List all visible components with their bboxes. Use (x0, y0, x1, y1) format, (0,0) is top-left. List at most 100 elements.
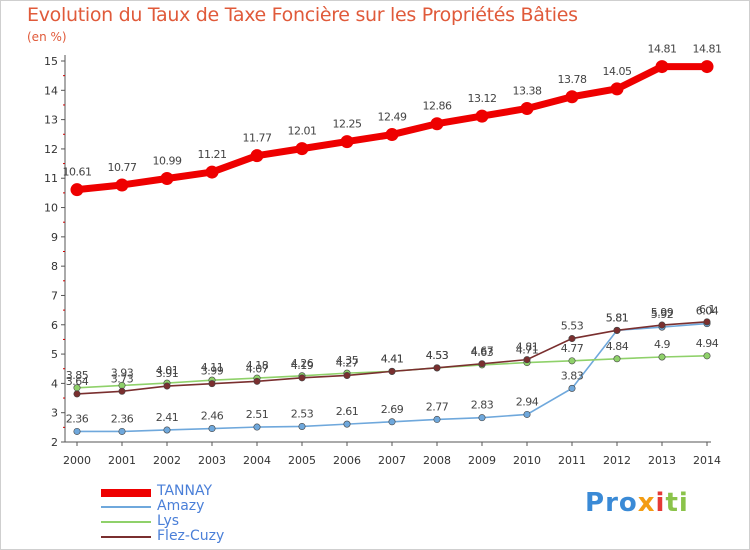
data-label-lys: 4.53 (426, 349, 449, 362)
data-label-amazy: 5.92 (651, 308, 674, 321)
x-tick-label: 2001 (108, 454, 136, 467)
legend-label: Amazy (157, 498, 205, 514)
data-point-flez-cuzy (523, 356, 531, 364)
data-label-tannay: 12.25 (333, 118, 362, 131)
data-label-lys: 4.94 (696, 337, 719, 350)
legend-label: Lys (157, 513, 180, 529)
data-label-tannay: 11.77 (243, 132, 272, 145)
data-label-lys: 4.11 (201, 361, 224, 374)
data-point-flez-cuzy (433, 364, 441, 372)
data-point-tannay (610, 82, 624, 96)
data-label-flez-cuzy: 4.41 (381, 352, 404, 365)
data-label-amazy: 5.81 (606, 311, 629, 324)
y-tick-label: 13 (44, 114, 58, 127)
data-label-tannay: 11.21 (198, 148, 227, 161)
y-tick-label: 11 (44, 172, 58, 185)
y-tick-label: 9 (51, 231, 58, 244)
x-tick-label: 2007 (378, 454, 406, 467)
data-label-tannay: 13.78 (558, 73, 587, 86)
data-point-flez-cuzy (73, 390, 81, 398)
data-label-lys: 4.26 (291, 357, 314, 370)
y-tick-label: 3 (51, 407, 58, 420)
data-label-flez-cuzy: 4.53 (426, 349, 449, 362)
y-tick-label: 4 (51, 377, 58, 390)
data-label-amazy: 2.51 (246, 408, 269, 421)
data-label-tannay: 14.81 (693, 43, 722, 56)
data-label-flez-cuzy: 4.19 (291, 359, 314, 372)
data-point-tannay (700, 60, 714, 74)
y-tick-label: 15 (44, 55, 58, 68)
data-point-amazy (388, 418, 396, 426)
data-point-flez-cuzy (208, 380, 216, 388)
x-tick-label: 2011 (558, 454, 586, 467)
x-tick-label: 2010 (513, 454, 541, 467)
data-point-flez-cuzy (163, 382, 171, 390)
data-label-tannay: 10.99 (153, 155, 182, 168)
data-label-tannay: 12.01 (288, 125, 317, 138)
data-point-tannay (385, 128, 399, 142)
data-point-amazy (298, 422, 306, 430)
data-label-amazy: 2.53 (291, 407, 314, 420)
data-point-flez-cuzy (568, 335, 576, 343)
data-label-amazy: 2.61 (336, 405, 359, 418)
chart-title: Evolution du Taux de Taxe Foncière sur l… (27, 4, 578, 26)
data-label-amazy: 2.36 (111, 412, 134, 425)
data-label-flez-cuzy: 4.81 (516, 341, 539, 354)
data-label-amazy: 2.41 (156, 411, 179, 424)
data-label-amazy: 3.83 (561, 369, 584, 382)
legend-swatch (101, 489, 151, 497)
data-point-tannay (160, 172, 174, 186)
legend-item-amazy: Amazy (101, 498, 301, 514)
data-point-tannay (115, 178, 129, 192)
data-label-lys: 4.18 (246, 359, 269, 372)
data-point-tannay (520, 101, 534, 115)
data-label-lys: 4.77 (561, 342, 584, 355)
x-tick-label: 2008 (423, 454, 451, 467)
data-point-amazy (163, 426, 171, 434)
data-point-amazy (253, 423, 261, 431)
data-label-amazy: 2.83 (471, 399, 494, 412)
data-point-flez-cuzy (118, 387, 126, 395)
data-label-lys: 4.01 (156, 364, 179, 377)
data-label-lys: 3.93 (111, 366, 134, 379)
data-label-flez-cuzy: 3.99 (201, 365, 224, 378)
data-label-tannay: 14.05 (603, 65, 632, 78)
data-point-flez-cuzy (658, 321, 666, 329)
data-label-amazy: 2.94 (516, 395, 539, 408)
data-point-lys (703, 352, 711, 360)
data-label-lys: 4.35 (336, 354, 359, 367)
data-point-amazy (208, 425, 216, 433)
data-label-flez-cuzy: 3.73 (111, 372, 134, 385)
x-tick-label: 2004 (243, 454, 271, 467)
data-label-lys: 4.71 (516, 344, 539, 357)
legend-swatch (101, 506, 151, 508)
data-label-tannay: 13.38 (513, 84, 542, 97)
x-tick-label: 2006 (333, 454, 361, 467)
data-label-lys: 4.63 (471, 346, 494, 359)
y-tick-label: 8 (51, 260, 58, 273)
data-point-tannay (70, 183, 84, 197)
data-point-amazy (568, 384, 576, 392)
legend-item-tannay: TANNAY (101, 483, 301, 499)
data-point-tannay (205, 165, 219, 179)
data-label-flez-cuzy: 5.53 (561, 320, 584, 333)
y-tick-label: 12 (44, 143, 58, 156)
data-label-tannay: 14.81 (648, 43, 677, 56)
data-point-tannay (565, 90, 579, 104)
legend-swatch (101, 521, 151, 523)
data-label-lys: 4.41 (381, 352, 404, 365)
data-label-flez-cuzy: 5.99 (651, 306, 674, 319)
data-point-flez-cuzy (388, 367, 396, 375)
y-tick-label: 10 (44, 202, 58, 215)
data-label-amazy: 2.36 (66, 412, 89, 425)
data-label-amazy: 2.69 (381, 403, 404, 416)
data-point-tannay (295, 142, 309, 156)
y-tick-label: 6 (51, 319, 58, 332)
data-label-flez-cuzy: 3.91 (156, 367, 179, 380)
data-label-tannay: 12.86 (423, 100, 452, 113)
legend-label: Flez-Cuzy (157, 528, 225, 544)
data-point-flez-cuzy (298, 374, 306, 382)
data-point-amazy (73, 427, 81, 435)
x-tick-label: 2012 (603, 454, 631, 467)
